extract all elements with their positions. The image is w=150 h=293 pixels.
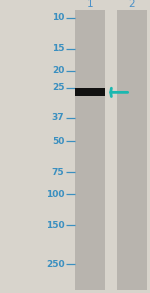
Text: 150: 150: [46, 221, 64, 230]
Text: 250: 250: [46, 260, 64, 269]
Text: 2: 2: [129, 0, 135, 9]
Text: 25: 25: [52, 84, 64, 92]
Text: 50: 50: [52, 137, 64, 146]
Text: 75: 75: [52, 168, 64, 177]
Text: 1: 1: [87, 0, 93, 9]
Bar: [117, 10, 147, 290]
Text: 100: 100: [46, 190, 64, 199]
Text: 10: 10: [52, 13, 64, 22]
Bar: [75, 88, 105, 96]
Text: 20: 20: [52, 66, 64, 75]
Text: 37: 37: [52, 113, 64, 122]
Bar: [75, 10, 105, 290]
Text: 15: 15: [52, 44, 64, 53]
